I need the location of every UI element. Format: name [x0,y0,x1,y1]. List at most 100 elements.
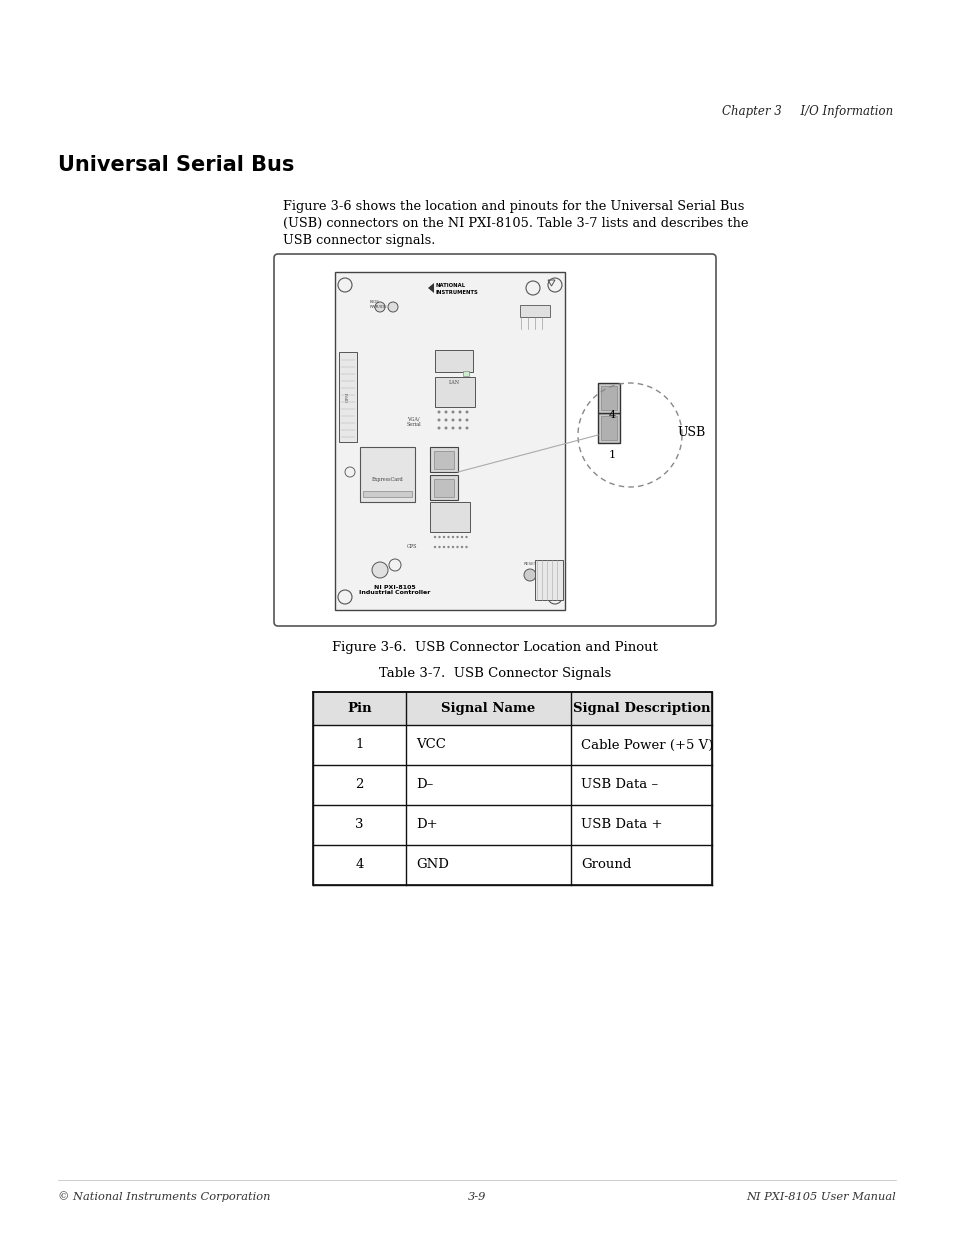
Circle shape [437,410,440,414]
Circle shape [458,410,461,414]
Circle shape [465,410,468,414]
Circle shape [444,419,447,421]
Circle shape [434,536,436,538]
Circle shape [451,419,454,421]
Circle shape [375,303,385,312]
Circle shape [442,536,445,538]
Text: USB: USB [677,426,704,438]
Text: Table 3-7.  USB Connector Signals: Table 3-7. USB Connector Signals [378,667,611,680]
Bar [519,305,550,317]
Text: 4: 4 [608,410,615,420]
Circle shape [434,546,436,548]
Bar [359,447,415,501]
Text: INSTRUMENTS: INSTRUMENTS [436,290,478,295]
Circle shape [388,303,397,312]
Bar [430,501,470,532]
Circle shape [451,410,454,414]
Circle shape [337,278,352,291]
Bar [600,416,617,440]
Text: VGA/
Serial: VGA/ Serial [407,416,421,427]
Text: LAN: LAN [448,380,459,385]
Bar [535,559,562,600]
Bar [435,350,473,372]
Text: BIOS
PWR/IDE: BIOS PWR/IDE [370,300,387,309]
Bar [434,451,454,469]
Circle shape [465,546,467,548]
Circle shape [437,546,440,548]
Circle shape [465,426,468,430]
Bar [434,479,454,496]
Circle shape [458,426,461,430]
Bar [598,412,619,443]
Circle shape [437,419,440,421]
Text: 1: 1 [355,739,363,752]
Circle shape [460,536,463,538]
Bar [430,475,457,500]
Text: NI PXI-8105 User Manual: NI PXI-8105 User Manual [745,1192,895,1202]
Text: ExpressCard: ExpressCard [372,477,403,482]
Circle shape [444,426,447,430]
Text: 4: 4 [355,858,363,872]
Bar [462,379,469,384]
Circle shape [547,590,561,604]
Bar [335,272,564,610]
Text: USB Data +: USB Data + [580,819,661,831]
Text: 3: 3 [355,819,363,831]
Text: 2: 2 [355,778,363,792]
Bar [598,383,619,412]
Text: Signal Description: Signal Description [572,701,709,715]
Circle shape [447,546,449,548]
Circle shape [465,419,468,421]
Circle shape [547,278,561,291]
Text: 1: 1 [608,450,615,459]
Bar [314,693,710,725]
Text: Signal Name: Signal Name [441,701,535,715]
Text: Universal Serial Bus: Universal Serial Bus [58,156,294,175]
Circle shape [465,536,467,538]
Bar [430,447,457,472]
FancyBboxPatch shape [274,254,716,626]
Circle shape [451,426,454,430]
Bar [435,377,475,408]
Circle shape [442,546,445,548]
Circle shape [452,536,454,538]
Text: Ground: Ground [580,858,631,872]
Text: USB Data –: USB Data – [580,778,658,792]
Circle shape [437,426,440,430]
Circle shape [444,410,447,414]
Text: Cable Power (+5 V): Cable Power (+5 V) [580,739,713,752]
Circle shape [460,546,463,548]
Text: Figure 3-6.  USB Connector Location and Pinout: Figure 3-6. USB Connector Location and P… [332,641,658,655]
Text: GPS: GPS [407,545,417,550]
Text: D+: D+ [416,819,437,831]
Text: (USB) connectors on the NI PXI-8105. Table 3-7 lists and describes the: (USB) connectors on the NI PXI-8105. Tab… [283,217,748,230]
Text: NI PXI-8105
Industrial Controller: NI PXI-8105 Industrial Controller [359,584,430,595]
Bar [600,387,617,410]
Text: Chapter 3     I/O Information: Chapter 3 I/O Information [721,105,892,119]
Circle shape [456,546,458,548]
Text: USB connector signals.: USB connector signals. [283,233,435,247]
Text: GND: GND [416,858,449,872]
Circle shape [452,546,454,548]
Text: NATIONAL: NATIONAL [436,283,466,288]
Bar [363,492,412,496]
Circle shape [447,536,449,538]
Text: Pin: Pin [347,701,372,715]
Circle shape [337,590,352,604]
Circle shape [523,569,536,580]
Text: © National Instruments Corporation: © National Instruments Corporation [58,1192,271,1203]
Bar [313,692,711,885]
Text: D–: D– [416,778,433,792]
Text: GPM: GPM [346,391,350,403]
Circle shape [437,536,440,538]
Polygon shape [428,283,434,293]
Circle shape [458,419,461,421]
Bar [462,370,469,375]
Text: VCC: VCC [416,739,445,752]
Circle shape [456,536,458,538]
Bar [338,352,356,442]
Circle shape [372,562,388,578]
Text: RESET: RESET [523,562,536,566]
Text: 3-9: 3-9 [467,1192,486,1202]
Text: Figure 3-6 shows the location and pinouts for the Universal Serial Bus: Figure 3-6 shows the location and pinout… [283,200,743,212]
